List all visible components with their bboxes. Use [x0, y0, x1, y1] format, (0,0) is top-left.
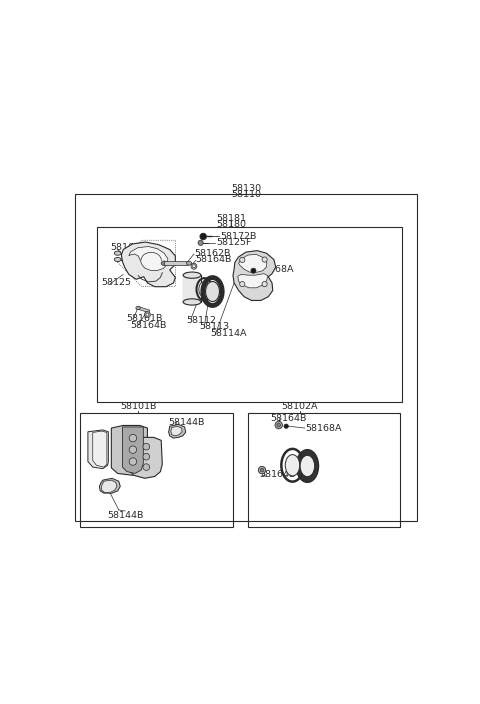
Ellipse shape: [199, 282, 210, 297]
Text: 58112: 58112: [186, 315, 216, 325]
Text: 58168A: 58168A: [305, 424, 342, 432]
Text: 58144B: 58144B: [107, 511, 144, 520]
Ellipse shape: [296, 450, 319, 482]
Circle shape: [129, 446, 137, 453]
Circle shape: [200, 233, 206, 240]
Text: 58130: 58130: [231, 184, 261, 194]
Polygon shape: [129, 246, 168, 270]
Polygon shape: [102, 480, 117, 492]
Polygon shape: [122, 427, 144, 474]
Circle shape: [251, 268, 256, 273]
Circle shape: [192, 265, 195, 268]
Bar: [81, 413, 233, 527]
Circle shape: [277, 423, 281, 427]
Text: 58114A: 58114A: [211, 329, 247, 339]
Polygon shape: [99, 478, 120, 494]
Polygon shape: [111, 425, 147, 475]
Polygon shape: [239, 254, 267, 272]
Polygon shape: [121, 242, 175, 287]
Ellipse shape: [114, 258, 121, 262]
Bar: [75, 194, 417, 521]
Circle shape: [143, 464, 150, 470]
Text: 58168A: 58168A: [257, 265, 294, 275]
Bar: [248, 413, 400, 527]
Circle shape: [129, 434, 137, 442]
FancyArrow shape: [138, 307, 150, 313]
Bar: [164, 261, 188, 265]
Circle shape: [284, 424, 288, 429]
Text: 58144B: 58144B: [168, 418, 204, 427]
Circle shape: [143, 444, 150, 450]
Circle shape: [275, 422, 282, 429]
Text: 58113: 58113: [200, 322, 229, 331]
Text: 58125: 58125: [102, 279, 132, 287]
Text: 58101B: 58101B: [120, 403, 156, 411]
Bar: [97, 227, 402, 402]
Polygon shape: [168, 425, 186, 438]
Ellipse shape: [205, 282, 219, 301]
Circle shape: [240, 282, 245, 287]
Circle shape: [129, 458, 137, 465]
Polygon shape: [129, 437, 162, 478]
Polygon shape: [88, 430, 108, 469]
Text: 58180: 58180: [216, 220, 246, 229]
Circle shape: [260, 468, 264, 472]
Circle shape: [191, 263, 197, 269]
Polygon shape: [93, 431, 107, 467]
Circle shape: [258, 466, 266, 474]
Circle shape: [144, 312, 150, 318]
Polygon shape: [238, 274, 267, 288]
Polygon shape: [233, 251, 276, 301]
Text: 58163B: 58163B: [110, 243, 147, 252]
Ellipse shape: [161, 261, 167, 265]
Ellipse shape: [136, 306, 140, 310]
Circle shape: [198, 240, 203, 246]
Text: 58162B: 58162B: [194, 249, 230, 258]
Text: 58110: 58110: [231, 190, 261, 199]
Text: 58181: 58181: [216, 214, 246, 223]
Text: 58164B: 58164B: [131, 320, 167, 329]
Bar: [183, 275, 201, 302]
Text: 58125F: 58125F: [216, 238, 252, 247]
Text: 58161B: 58161B: [126, 314, 163, 323]
Ellipse shape: [183, 298, 201, 305]
Circle shape: [143, 453, 150, 460]
Circle shape: [262, 257, 267, 262]
Ellipse shape: [285, 455, 300, 476]
Ellipse shape: [183, 272, 201, 278]
Ellipse shape: [300, 455, 314, 477]
Text: 58172B: 58172B: [220, 232, 256, 241]
Circle shape: [240, 258, 245, 263]
Text: 58102A: 58102A: [282, 403, 318, 411]
Polygon shape: [171, 426, 182, 436]
Text: 58164B: 58164B: [259, 470, 295, 479]
Circle shape: [262, 282, 267, 287]
Text: 58164B: 58164B: [270, 414, 307, 423]
Ellipse shape: [186, 261, 192, 265]
Ellipse shape: [114, 251, 121, 256]
Circle shape: [146, 313, 149, 316]
Text: 58164B: 58164B: [196, 255, 232, 264]
